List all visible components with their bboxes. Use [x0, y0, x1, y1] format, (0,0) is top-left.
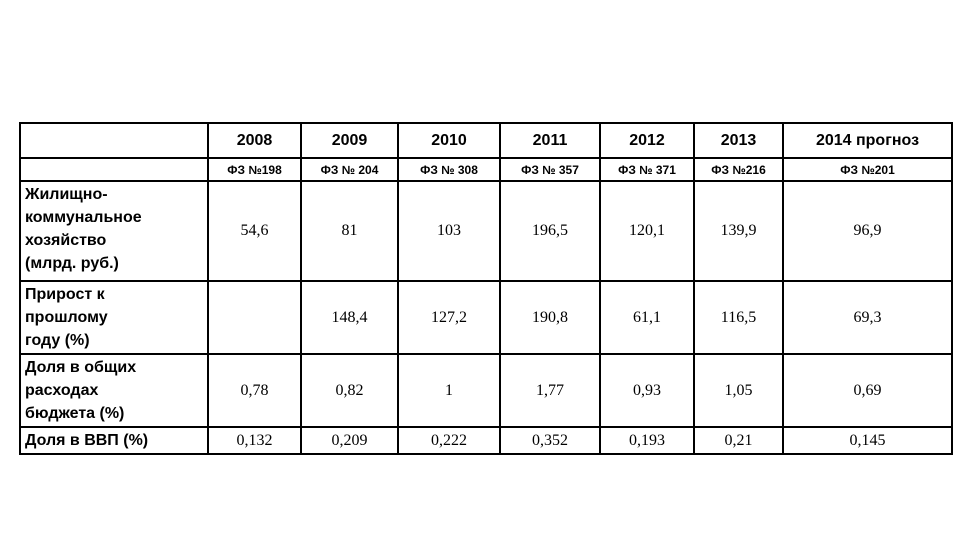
value-cell: 139,9	[693, 180, 784, 282]
value-cell: 0,132	[207, 426, 302, 455]
value-cell: 54,6	[207, 180, 302, 282]
value-cell: 0,82	[300, 353, 399, 428]
value-cell: 0,193	[599, 426, 695, 455]
value-cell: 127,2	[397, 280, 501, 355]
year-header-2010: 2010	[397, 122, 501, 159]
year-header-2013: 2013	[693, 122, 784, 159]
value-cell-empty	[207, 280, 302, 355]
value-cell: 0,145	[782, 426, 953, 455]
law-cell: ФЗ № 308	[397, 157, 501, 182]
year-header-row: 2008 2009 2010 2011 2012 2013 2014 прогн…	[19, 122, 953, 159]
corner-cell	[19, 157, 209, 182]
table-row-housing: Жилищно- коммунальное хозяйство (млрд. р…	[19, 180, 953, 282]
law-cell: ФЗ № 371	[599, 157, 695, 182]
year-header-2009: 2009	[300, 122, 399, 159]
value-cell: 0,93	[599, 353, 695, 428]
law-cell: ФЗ № 204	[300, 157, 399, 182]
law-cell: ФЗ №216	[693, 157, 784, 182]
year-header-2014-forecast: 2014 прогноз	[782, 122, 953, 159]
row-label-housing: Жилищно- коммунальное хозяйство (млрд. р…	[19, 180, 209, 282]
row-label-budget-share: Доля в общих расходах бюджета (%)	[19, 353, 209, 428]
year-header-2011: 2011	[499, 122, 601, 159]
year-header-2008: 2008	[207, 122, 302, 159]
row-label-gdp-share: Доля в ВВП (%)	[19, 426, 209, 455]
value-cell: 1,77	[499, 353, 601, 428]
value-cell: 1,05	[693, 353, 784, 428]
table-row-gdp-share: Доля в ВВП (%) 0,132 0,209 0,222 0,352 0…	[19, 426, 953, 455]
year-header-2012: 2012	[599, 122, 695, 159]
value-cell: 0,69	[782, 353, 953, 428]
value-cell: 69,3	[782, 280, 953, 355]
value-cell: 0,209	[300, 426, 399, 455]
budget-table: 2008 2009 2010 2011 2012 2013 2014 прогн…	[19, 122, 953, 455]
table-row-budget-share: Доля в общих расходах бюджета (%) 0,78 0…	[19, 353, 953, 428]
value-cell: 196,5	[499, 180, 601, 282]
table-row-growth: Прирост к прошлому году (%) 148,4 127,2 …	[19, 280, 953, 355]
value-cell: 96,9	[782, 180, 953, 282]
value-cell: 148,4	[300, 280, 399, 355]
value-cell: 0,78	[207, 353, 302, 428]
row-label-growth: Прирост к прошлому году (%)	[19, 280, 209, 355]
value-cell: 81	[300, 180, 399, 282]
value-cell: 190,8	[499, 280, 601, 355]
value-cell: 116,5	[693, 280, 784, 355]
law-cell: ФЗ №201	[782, 157, 953, 182]
law-cell: ФЗ № 357	[499, 157, 601, 182]
value-cell: 120,1	[599, 180, 695, 282]
value-cell: 0,352	[499, 426, 601, 455]
corner-cell	[19, 122, 209, 159]
value-cell: 0,222	[397, 426, 501, 455]
value-cell: 61,1	[599, 280, 695, 355]
law-header-row: ФЗ №198 ФЗ № 204 ФЗ № 308 ФЗ № 357 ФЗ № …	[19, 157, 953, 182]
value-cell: 103	[397, 180, 501, 282]
value-cell: 1	[397, 353, 501, 428]
law-cell: ФЗ №198	[207, 157, 302, 182]
value-cell: 0,21	[693, 426, 784, 455]
